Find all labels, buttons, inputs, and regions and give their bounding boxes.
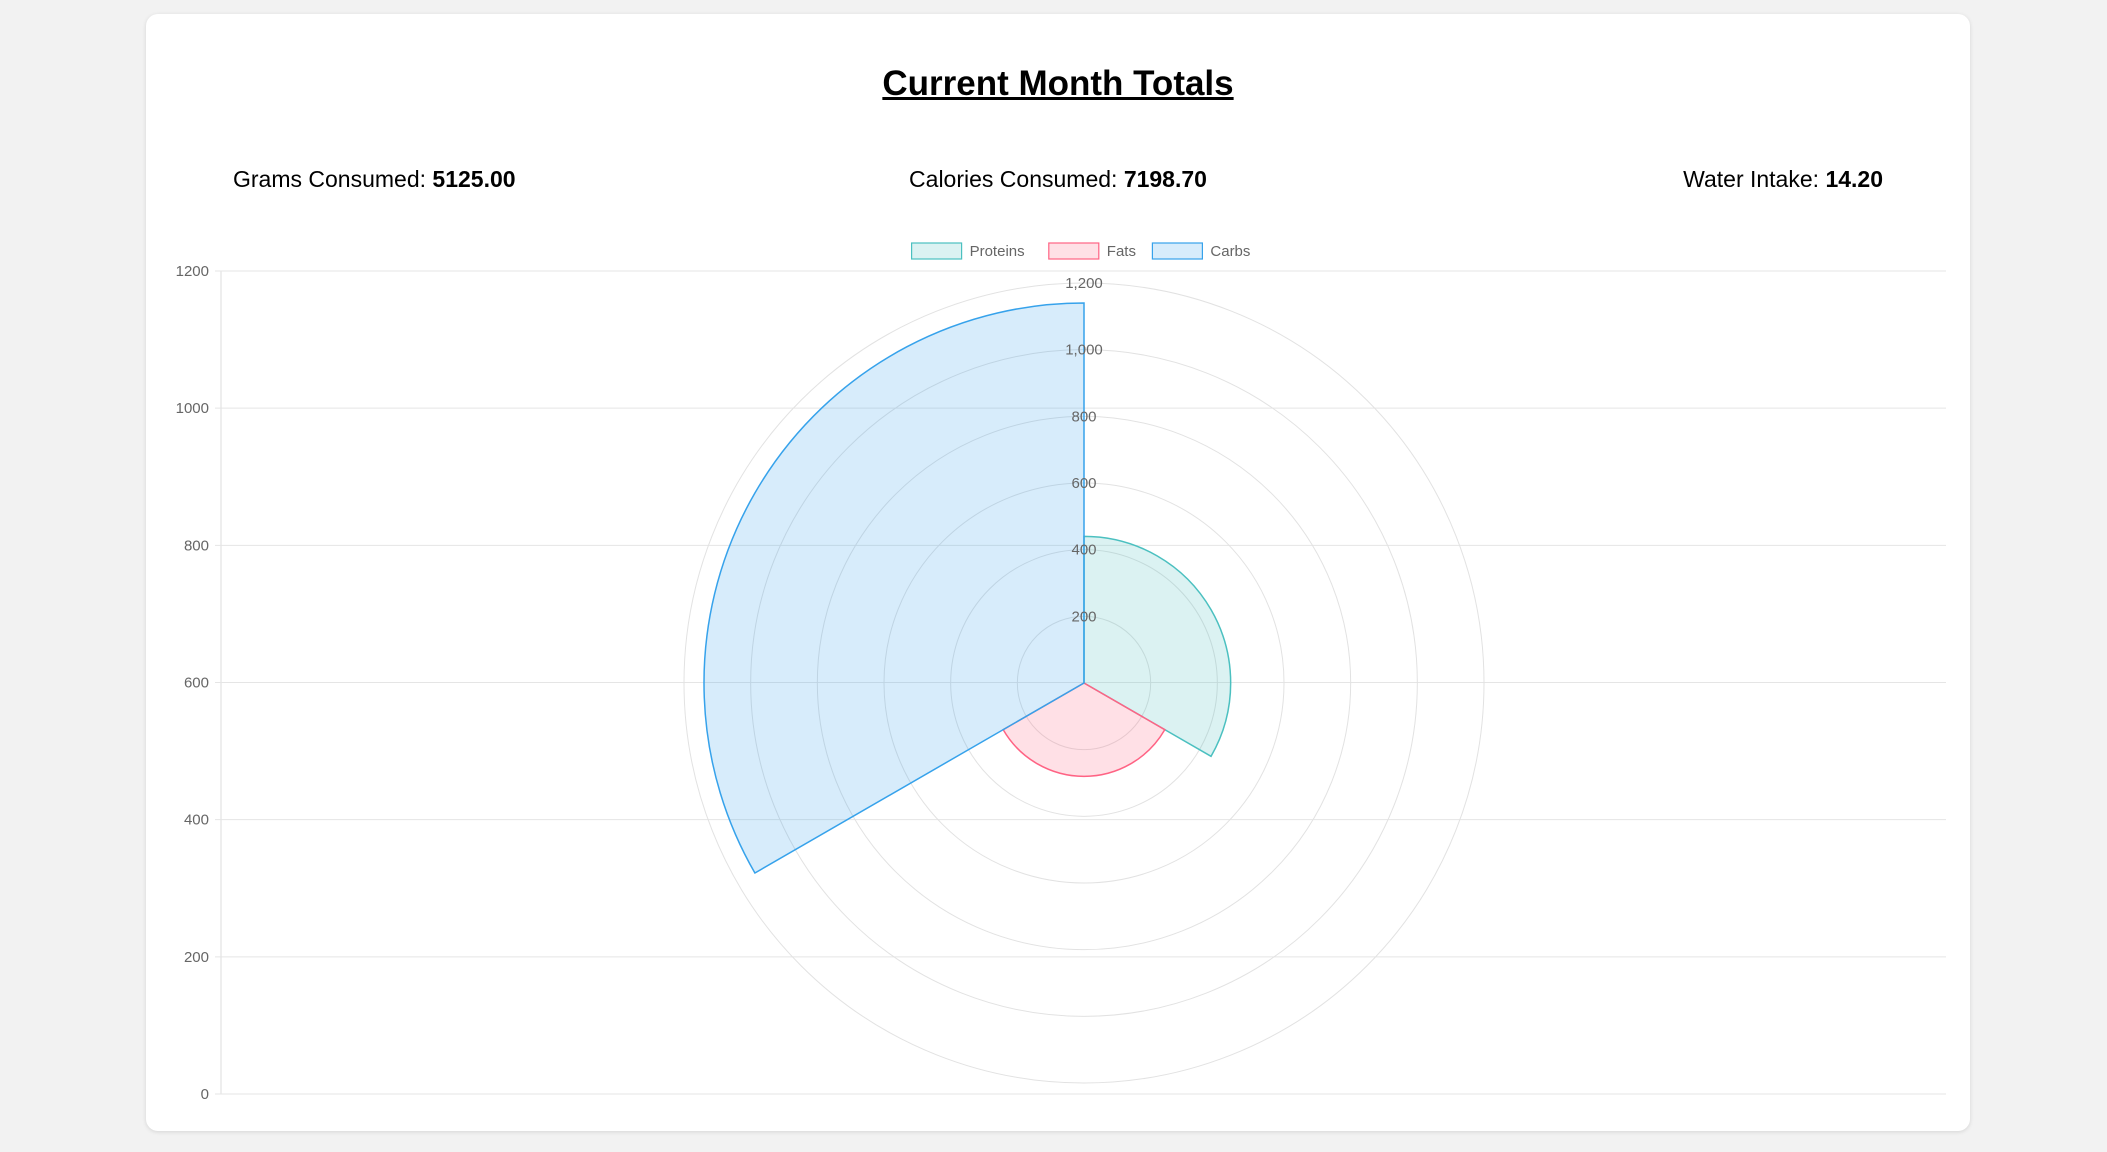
radial-tick-label: 1,200: [1065, 275, 1103, 292]
slice-carbs: [703, 302, 1085, 875]
legend-item-fats[interactable]: Fats: [1048, 242, 1136, 260]
y-axis-grid: 0 200 400 600 800 1000 1200: [176, 263, 1946, 1103]
slice-proteins: [1083, 535, 1232, 758]
water-intake-stat: Water Intake: 14.20: [1683, 166, 1883, 193]
radial-tick-labels: 200 400 600 800 1,000 1,200: [1065, 275, 1103, 625]
water-intake-label: Water Intake:: [1683, 166, 1820, 192]
chart-legend[interactable]: Proteins Fats Carbs: [910, 242, 1251, 260]
radial-tick-label: 400: [1071, 542, 1096, 559]
y-tick-label: 800: [184, 537, 209, 554]
grams-consumed-label: Grams Consumed:: [233, 166, 427, 192]
calories-consumed-value: 7198.70: [1123, 166, 1207, 192]
legend-label: Carbs: [1210, 243, 1250, 260]
totals-card: Current Month Totals Grams Consumed: 512…: [146, 14, 1970, 1131]
nutrient-polar-chart: 0 200 400 600 800 1000 1200 200 400 600 800 1,000 1…: [176, 242, 1946, 1103]
legend-swatch: [1151, 242, 1204, 260]
legend-label: Proteins: [970, 243, 1025, 260]
y-tick-label: 1000: [176, 400, 209, 417]
radial-tick-label: 600: [1071, 475, 1096, 492]
y-tick-label: 1200: [176, 263, 209, 280]
grams-consumed-value: 5125.00: [432, 166, 516, 192]
legend-swatch: [1048, 242, 1100, 260]
legend-item-proteins[interactable]: Proteins: [910, 242, 1025, 260]
page-title: Current Month Totals: [882, 64, 1234, 103]
grams-consumed-stat: Grams Consumed: 5125.00: [233, 166, 516, 193]
y-tick-label: 400: [184, 812, 209, 829]
legend-label: Fats: [1107, 243, 1136, 260]
slice-fats: [1002, 682, 1166, 778]
y-tick-label: 600: [184, 675, 209, 692]
polar-slices: [703, 302, 1232, 875]
radial-grid-circle: [683, 282, 1485, 1084]
y-tick-label: 0: [201, 1086, 209, 1103]
calories-consumed-stat: Calories Consumed: 7198.70: [146, 166, 1970, 193]
legend-swatch: [910, 242, 963, 260]
water-intake-value: 14.20: [1825, 166, 1883, 192]
y-tick-label: 200: [184, 949, 209, 966]
radial-tick-label: 1,000: [1065, 342, 1103, 359]
legend-item-carbs[interactable]: Carbs: [1151, 242, 1250, 260]
radial-tick-label: 200: [1071, 608, 1096, 625]
calories-consumed-label: Calories Consumed:: [909, 166, 1118, 192]
radial-tick-label: 800: [1071, 408, 1096, 425]
